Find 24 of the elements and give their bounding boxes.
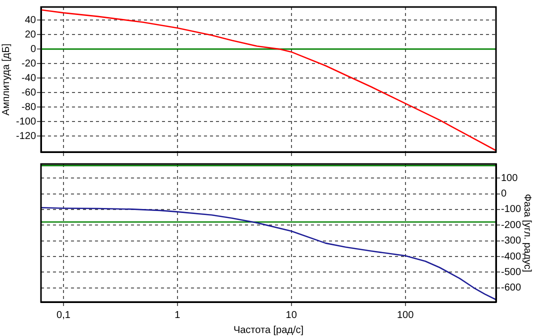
y-tick-label: -80 (22, 102, 36, 113)
y2-tick-label: -200 (501, 220, 522, 231)
x-tick-label: 100 (396, 310, 414, 321)
y-tick-label: -100 (16, 116, 36, 128)
x-tick-label: 0,1 (56, 310, 71, 321)
y-tick-label: 0 (30, 44, 36, 55)
x-tick-label: 1 (174, 310, 181, 321)
y2-tick-label: 0 (501, 188, 507, 200)
y2-tick-label: -400 (501, 251, 522, 262)
y2-tick-label: -300 (501, 236, 522, 247)
y2-tick-label: 100 (501, 172, 518, 184)
y2-tick-label: -600 (501, 282, 522, 294)
y2-tick-label: -500 (501, 266, 522, 278)
y-tick-label: -20 (22, 58, 36, 70)
y2-tick-label: -100 (501, 204, 522, 216)
x-tick-label: 10 (286, 310, 298, 321)
y-tick-label: 20 (24, 29, 36, 40)
y-tick-label: 40 (24, 14, 36, 26)
y2-axis-title: Фаза [угл. радус] (521, 194, 532, 272)
y-tick-label: -120 (16, 130, 36, 142)
y-tick-label: -40 (22, 72, 36, 84)
y-axis-title: Амплитуда [дБ] (0, 43, 12, 116)
x-axis-title: Частота [рад/с] (233, 324, 304, 336)
y-tick-label: -60 (22, 87, 36, 98)
